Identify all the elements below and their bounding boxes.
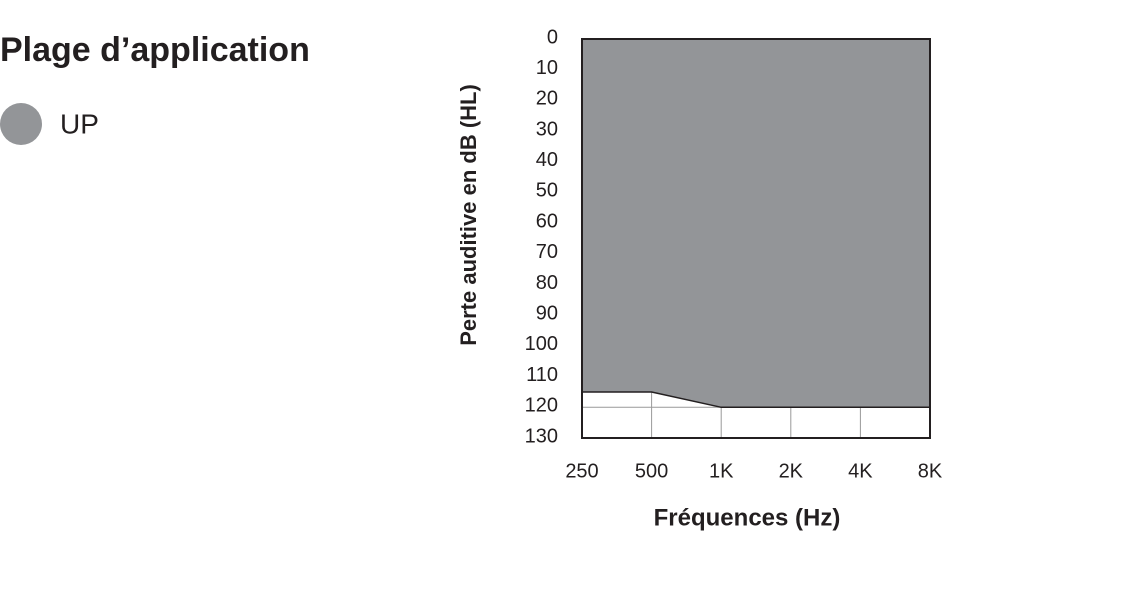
y-tick-label: 100 — [525, 333, 558, 355]
x-tick-label: 1K — [709, 460, 734, 482]
y-tick-label: 130 — [525, 425, 558, 447]
plot-frame — [581, 38, 931, 439]
area — [581, 38, 931, 409]
x-tick-label: 8K — [918, 460, 943, 482]
y-tick-label: 30 — [536, 118, 558, 140]
y-tick-label: 70 — [536, 241, 558, 263]
legend-swatch — [0, 103, 42, 145]
y-tick-label: 90 — [536, 303, 558, 325]
y-tick-label: 20 — [536, 88, 558, 110]
y-tick-label: 50 — [536, 180, 558, 202]
y-tick-label: 60 — [536, 210, 558, 232]
y-tick-label: 0 — [547, 26, 558, 48]
x-tick-label: 250 — [565, 460, 598, 482]
x-axis-label: Fréquences (Hz) — [654, 504, 841, 531]
y-tick-label: 40 — [536, 149, 558, 171]
chart-title: Plage d’application — [0, 31, 310, 69]
x-tick-label: 2K — [779, 460, 804, 482]
legend-label: UP — [60, 108, 99, 139]
x-tick-label: 500 — [635, 460, 668, 482]
y-tick-label: 120 — [525, 395, 558, 417]
x-tick-label: 4K — [848, 460, 873, 482]
y-tick-label: 80 — [536, 272, 558, 294]
y-tick-label: 10 — [536, 57, 558, 79]
y-tick-label: 110 — [526, 364, 558, 386]
y-axis-label: Perte auditive en dB (HL) — [456, 84, 481, 346]
